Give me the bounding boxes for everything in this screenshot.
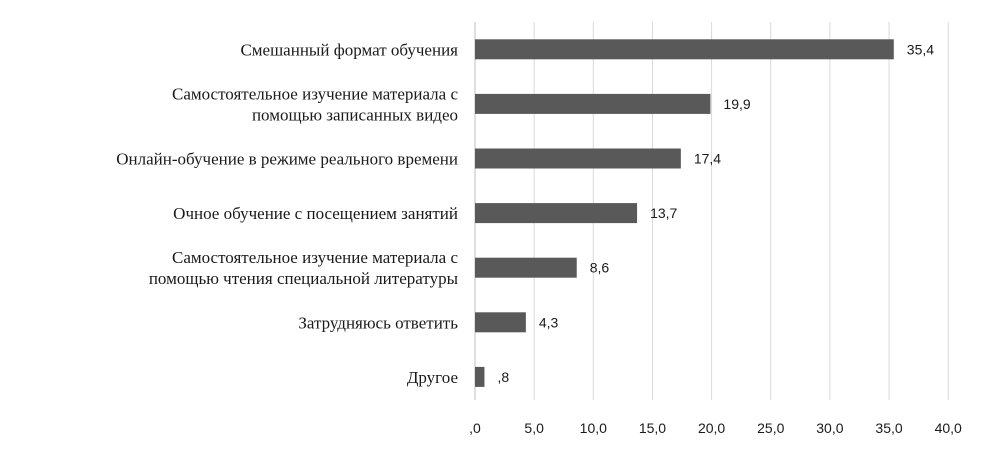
x-tick-label: 15,0 (639, 420, 666, 436)
category-label-line: Самостоятельное изучение материала с (172, 248, 458, 267)
bar (475, 203, 638, 224)
category-label-line: Онлайн-обучение в режиме реального време… (116, 150, 458, 169)
grid-lines (474, 22, 949, 400)
category-label-line: помощью записанных видео (252, 105, 458, 124)
data-label: 35,4 (907, 41, 934, 57)
bar (475, 148, 681, 169)
data-label: 8,6 (590, 260, 610, 276)
data-label: 17,4 (694, 151, 721, 167)
x-tick-label: 30,0 (816, 420, 843, 436)
category-label: Самостоятельное изучение материала с помо… (172, 84, 458, 124)
bars (475, 39, 894, 387)
bar (475, 39, 894, 60)
data-label: ,8 (497, 369, 509, 385)
x-tick-label: 5,0 (524, 420, 544, 436)
data-label: 4,3 (539, 314, 559, 330)
category-label: Онлайн-обучение в режиме реального време… (116, 150, 458, 169)
x-tick-label: 20,0 (698, 420, 725, 436)
x-tick-label: ,0 (469, 420, 481, 436)
x-axis-tick-labels: ,0 5,0 10,0 15,0 20,0 25,0 30,0 35,0 40,0 (469, 420, 962, 436)
data-label: 13,7 (650, 205, 677, 221)
data-label: 19,9 (723, 96, 750, 112)
bar (475, 366, 485, 387)
category-label-line: Очное обучение с посещением занятий (173, 204, 458, 223)
bar (475, 257, 577, 278)
bar (475, 312, 526, 333)
category-label: Самостоятельное изучение материала с помо… (149, 248, 459, 288)
category-label-line: Другое (407, 368, 458, 387)
x-tick-label: 25,0 (757, 420, 784, 436)
category-label-line: Затрудняюсь ответить (298, 313, 458, 332)
bar (475, 93, 711, 114)
category-label-line: помощью чтения специальной литературы (149, 269, 459, 288)
category-label: Затрудняюсь ответить (298, 313, 458, 332)
x-tick-label: 40,0 (935, 420, 962, 436)
category-label-line: Смешанный формат обучения (240, 40, 458, 59)
category-label-line: Самостоятельное изучение материала с (172, 84, 458, 103)
category-label: Смешанный формат обучения (240, 40, 458, 59)
category-label: Очное обучение с посещением занятий (173, 204, 458, 223)
category-label: Другое (407, 368, 458, 387)
x-tick-label: 10,0 (580, 420, 607, 436)
category-labels: Смешанный формат обучения Самостоятельное… (116, 40, 458, 387)
data-labels: 35,4 19,9 17,4 13,7 8,6 4,3 ,8 (497, 41, 934, 385)
x-tick-label: 35,0 (875, 420, 902, 436)
